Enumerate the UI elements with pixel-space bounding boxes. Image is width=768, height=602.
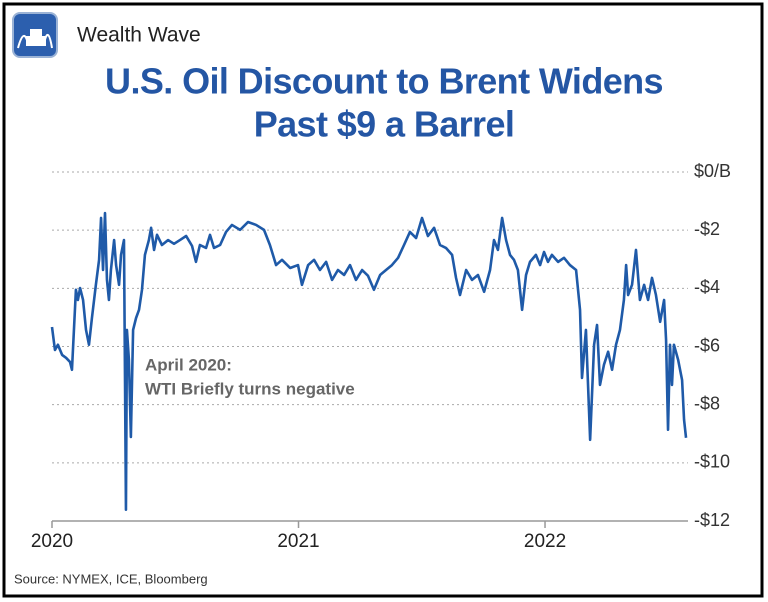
y-tick-label: -$8 bbox=[694, 393, 720, 413]
y-tick-label: -$6 bbox=[694, 335, 720, 355]
x-tick-label: 2021 bbox=[277, 531, 319, 552]
x-tick-label: 2020 bbox=[31, 531, 73, 552]
y-tick-label: $0/B bbox=[694, 161, 731, 181]
y-tick-label: -$10 bbox=[694, 452, 730, 472]
y-tick-label: -$2 bbox=[694, 219, 720, 239]
x-tick-label: 2022 bbox=[524, 531, 566, 552]
y-tick-label: -$4 bbox=[694, 277, 720, 297]
logo bbox=[12, 12, 58, 58]
chart-title: U.S. Oil Discount to Brent Widens bbox=[105, 61, 663, 102]
annotation: April 2020: bbox=[145, 355, 232, 374]
source: Source: NYMEX, ICE, Bloomberg bbox=[14, 571, 208, 586]
annotation: WTI Briefly turns negative bbox=[145, 379, 355, 398]
chart-title: Past $9 a Barrel bbox=[254, 104, 515, 145]
data-line bbox=[50, 211, 688, 511]
y-tick-label: -$12 bbox=[694, 510, 730, 530]
brand: Wealth Wave bbox=[77, 24, 201, 47]
